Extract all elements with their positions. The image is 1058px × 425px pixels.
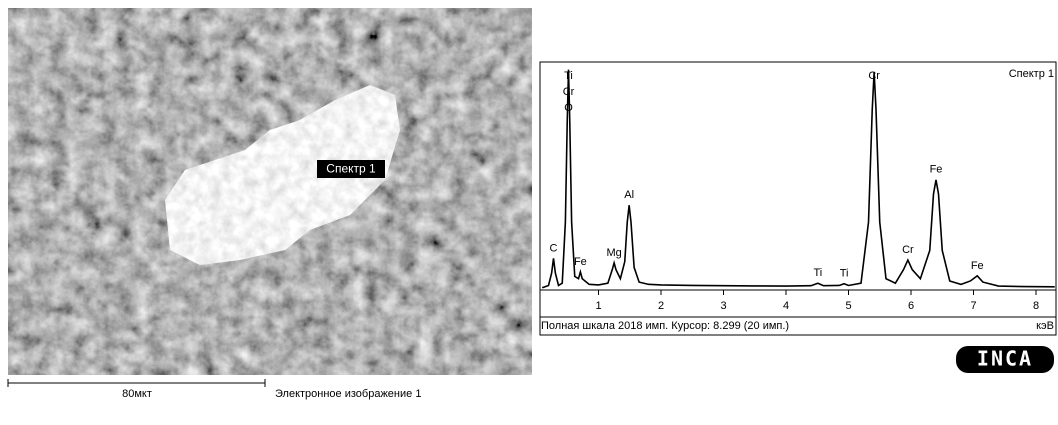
peak-label: Fe: [930, 164, 943, 176]
peak-label: C: [550, 242, 558, 254]
peak-label: Mg: [606, 247, 621, 259]
peak-label: Ti: [813, 267, 822, 279]
peak-label: O: [564, 102, 573, 114]
x-unit: кэВ: [1036, 320, 1054, 332]
x-tick-label: 5: [845, 300, 851, 312]
peak-label: Fe: [574, 256, 587, 268]
x-tick-label: 3: [720, 300, 726, 312]
sem-image: Спектр 1: [8, 8, 532, 375]
scale-bar: [8, 379, 265, 387]
x-tick-label: 7: [970, 300, 976, 312]
chart-title: Спектр 1: [1009, 68, 1054, 80]
peak-label: Cr: [868, 70, 880, 82]
logo: INCA: [977, 347, 1033, 371]
spectrum-frame: [540, 62, 1056, 335]
x-tick-label: 2: [658, 300, 664, 312]
peak-label: Fe: [971, 260, 984, 272]
scale-label: 80мкт: [122, 388, 152, 400]
peak-label: Ti: [840, 268, 849, 280]
x-tick-label: 6: [908, 300, 914, 312]
image-caption: Электронное изображение 1: [275, 388, 421, 400]
peak-label: Cr: [563, 86, 575, 98]
footer: Полная шкала 2018 имп. Курсор: 8.299 (20…: [541, 320, 789, 332]
x-tick-label: 8: [1033, 300, 1039, 312]
x-tick-label: 4: [783, 300, 789, 312]
peak-label: Ti: [564, 70, 573, 82]
peak-label: Cr: [902, 244, 914, 256]
marker-label: Спектр 1: [326, 162, 376, 176]
x-tick-label: 1: [595, 300, 601, 312]
peak-label: Al: [624, 189, 634, 201]
page: Спектр 1 80мкт Электронное изображение 1…: [0, 0, 1058, 425]
